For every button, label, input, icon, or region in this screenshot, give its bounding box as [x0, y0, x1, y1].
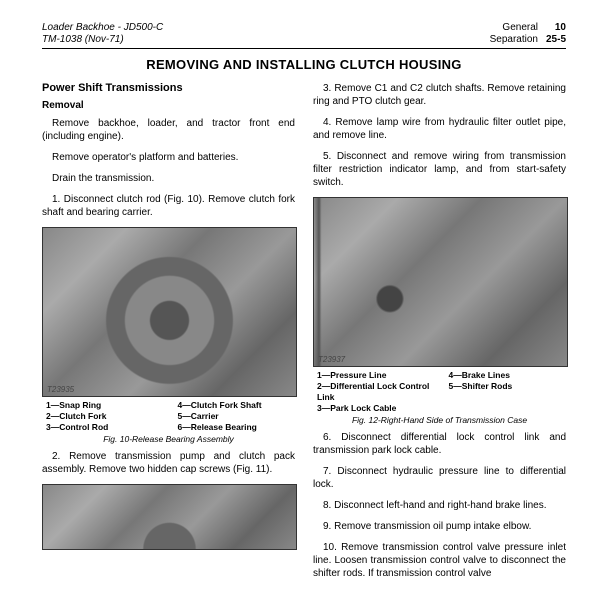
para: 1. Disconnect clutch rod (Fig. 10). Remo… — [42, 193, 295, 219]
subsection-name: Separation — [490, 34, 538, 45]
section-name: General — [502, 22, 538, 33]
left-column: Power Shift Transmissions Removal Remove… — [42, 82, 295, 588]
para: 9. Remove transmission oil pump intake e… — [313, 520, 566, 533]
image-number: T23937 — [318, 355, 345, 364]
figure-11 — [42, 484, 295, 550]
page: Loader Backhoe - JD500-C TM-1038 (Nov-71… — [0, 0, 600, 588]
right-column: 3. Remove C1 and C2 clutch shafts. Remov… — [313, 82, 566, 588]
figure-legend: 1—Snap Ring 2—Clutch Fork 3—Control Rod … — [42, 400, 295, 433]
transmission-heading: Power Shift Transmissions — [42, 82, 295, 94]
removal-heading: Removal — [42, 100, 295, 111]
columns: Power Shift Transmissions Removal Remove… — [42, 82, 566, 588]
para: Drain the transmission. — [42, 172, 295, 185]
page-num: 25-5 — [538, 34, 566, 46]
para: 10. Remove transmission control valve pr… — [313, 541, 566, 580]
page-header: Loader Backhoe - JD500-C TM-1038 (Nov-71… — [42, 22, 566, 49]
para: 7. Disconnect hydraulic pressure line to… — [313, 465, 566, 491]
para: 8. Disconnect left-hand and right-hand b… — [313, 499, 566, 512]
figure-image: T23937 — [313, 197, 568, 367]
para: 3. Remove C1 and C2 clutch shafts. Remov… — [313, 82, 566, 108]
figure-12: T23937 1—Pressure Line 2—Differential Lo… — [313, 197, 566, 425]
section-num: 10 — [538, 22, 566, 34]
figure-image: T23935 — [42, 227, 297, 397]
para: Remove operator's platform and batteries… — [42, 151, 295, 164]
para: 6. Disconnect differential lock control … — [313, 431, 566, 457]
page-title: REMOVING AND INSTALLING CLUTCH HOUSING — [42, 57, 566, 72]
para: Remove backhoe, loader, and tractor fron… — [42, 117, 295, 143]
legend-left: 1—Snap Ring 2—Clutch Fork 3—Control Rod — [46, 400, 160, 433]
header-left: Loader Backhoe - JD500-C TM-1038 (Nov-71… — [42, 22, 163, 46]
legend-left: 1—Pressure Line 2—Differential Lock Cont… — [317, 370, 431, 414]
figure-image — [42, 484, 297, 550]
figure-10: T23935 1—Snap Ring 2—Clutch Fork 3—Contr… — [42, 227, 295, 444]
figure-caption: Fig. 10-Release Bearing Assembly — [42, 434, 295, 444]
legend-right: 4—Brake Lines 5—Shifter Rods — [449, 370, 563, 414]
doc-code: TM-1038 (Nov-71) — [42, 34, 163, 46]
legend-right: 4—Clutch Fork Shaft 5—Carrier 6—Release … — [178, 400, 292, 433]
para: 2. Remove transmission pump and clutch p… — [42, 450, 295, 476]
image-number: T23935 — [47, 385, 74, 394]
header-right: General10 Separation25-5 — [490, 22, 566, 46]
para: 4. Remove lamp wire from hydraulic filte… — [313, 116, 566, 142]
para: 5. Disconnect and remove wiring from tra… — [313, 150, 566, 189]
figure-legend: 1—Pressure Line 2—Differential Lock Cont… — [313, 370, 566, 414]
product-line: Loader Backhoe - JD500-C — [42, 22, 163, 34]
figure-caption: Fig. 12-Right-Hand Side of Transmission … — [313, 415, 566, 425]
